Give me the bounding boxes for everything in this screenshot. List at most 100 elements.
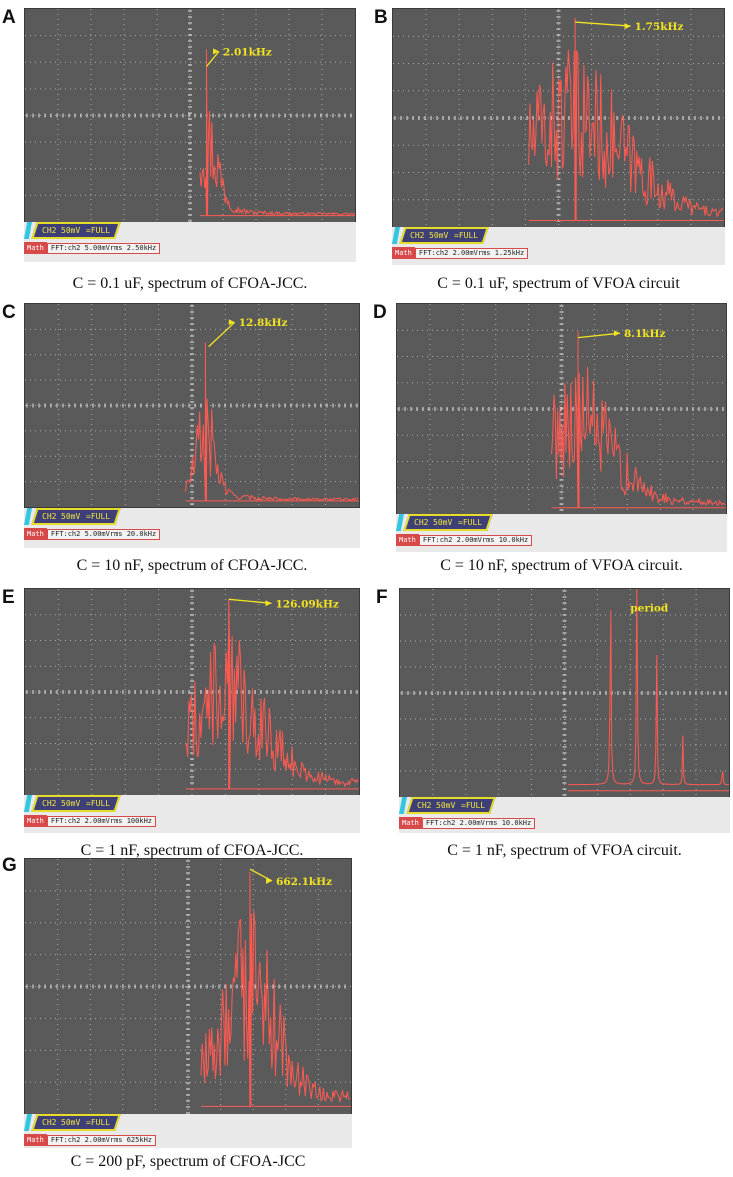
panel-letter: B: [374, 7, 388, 28]
math-settings: Math FFT:ch2 2.00mVrms 625kHz: [24, 1134, 157, 1146]
spectrum-trace: [528, 17, 724, 221]
panel-letter: F: [376, 587, 388, 608]
annotation-arrow-icon: [228, 598, 272, 604]
ch2-scale: 50mV: [61, 1118, 81, 1127]
math-label: Math: [396, 534, 419, 546]
spectrum-plot: 1.75kHz: [393, 9, 724, 227]
ch2-coupling: =FULL: [85, 1118, 110, 1127]
ch2-coupling: =FULL: [457, 518, 482, 527]
ch2-label: CH2: [42, 512, 57, 521]
ch2-scale: 50mV: [436, 801, 456, 810]
peak-annotation: 126.09kHz: [276, 598, 339, 610]
panel-letter: D: [373, 302, 387, 323]
ch2-label: CH2: [410, 231, 425, 240]
panel-caption: C = 10 nF, spectrum of CFOA-JCC.: [76, 557, 308, 574]
ch2-coupling: =FULL: [85, 512, 110, 521]
status-bar: CH2 50mV =FULL Math FFT:ch2 5.00mVrms 2.50…: [24, 222, 356, 262]
spectrum-plot: 126.09kHz: [25, 589, 359, 795]
panel-letter: A: [2, 7, 16, 28]
ch2-settings: CH2 50mV =FULL: [24, 795, 121, 812]
ch2-settings: CH2 50mV =FULL: [24, 222, 121, 239]
fft-settings: FFT:ch2 5.00mVrms 2.50kHz: [46, 242, 161, 254]
oscilloscope-screen: 12.8kHz: [24, 303, 360, 508]
math-label: Math: [24, 242, 47, 254]
spectrum-trace: [184, 599, 359, 789]
fft-settings: FFT:ch2 2.00mVrms 1.25kHz: [414, 247, 529, 259]
channel-marker-icon: [392, 227, 400, 244]
spectrum-trace: [551, 331, 726, 508]
panel-letter: E: [2, 587, 15, 608]
status-bar: CH2 50mV =FULL Math FFT:ch2 2.00mVrms 100k…: [24, 795, 360, 833]
math-label: Math: [24, 528, 47, 540]
math-settings: Math FFT:ch2 5.00mVrms 2.50kHz: [24, 242, 161, 254]
status-bar: CH2 50mV =FULL Math FFT:ch2 2.00mVrms 625k…: [24, 1114, 352, 1148]
oscilloscope-screen: 8.1kHz: [396, 303, 727, 515]
channel-marker-icon: [24, 1114, 32, 1131]
ch2-scale: 50mV: [433, 518, 453, 527]
fft-settings: FFT:ch2 2.00mVrms 625kHz: [46, 1134, 157, 1146]
ch2-coupling: =FULL: [85, 799, 110, 808]
oscilloscope-screen: period: [399, 588, 730, 798]
spectrum-trace: [567, 589, 729, 786]
channel-marker-icon: [24, 508, 32, 525]
status-bar: CH2 50mV =FULL Math FFT:ch2 5.00mVrms 20.0…: [24, 508, 360, 548]
spectrum-plot: 662.1kHz: [25, 859, 351, 1114]
math-settings: Math FFT:ch2 2.00mVrms 1.25kHz: [392, 247, 529, 259]
ch2-scale: 50mV: [429, 231, 449, 240]
ch2-label: CH2: [417, 801, 432, 810]
annotation-arrow-icon: [205, 50, 220, 67]
spectrum-trace: [199, 49, 355, 216]
ch2-settings: CH2 50mV =FULL: [396, 514, 493, 531]
spectrum-plot: 8.1kHz: [397, 304, 726, 514]
panel-caption: C = 200 pF, spectrum of CFOA-JCC: [70, 1153, 306, 1170]
spectrum-plot: 2.01kHz: [25, 9, 355, 222]
math-label: Math: [24, 1134, 47, 1146]
oscilloscope-screen: 126.09kHz: [24, 588, 360, 796]
ch2-coupling: =FULL: [460, 801, 485, 810]
spectrum-trace: [200, 871, 351, 1107]
panel-letter: C: [2, 302, 16, 323]
fft-settings: FFT:ch2 2.00mVrms 10.0kHz: [421, 817, 536, 829]
peak-annotation: period: [630, 603, 669, 615]
annotation-arrow-icon: [575, 21, 631, 27]
peak-annotation: 1.75kHz: [635, 21, 684, 33]
math-settings: Math FFT:ch2 2.00mVrms 100kHz: [24, 815, 157, 827]
channel-marker-icon: [24, 795, 32, 812]
ch2-coupling: =FULL: [453, 231, 478, 240]
panel-caption: C = 0.1 uF, spectrum of VFOA circuit: [437, 275, 680, 292]
ch2-label: CH2: [42, 1118, 57, 1127]
oscilloscope-screen: 2.01kHz: [24, 8, 356, 223]
ch2-coupling: =FULL: [85, 226, 110, 235]
panel-caption: C = 1 nF, spectrum of CFOA-JCC.: [80, 842, 304, 859]
math-label: Math: [392, 247, 415, 259]
panel-caption: C = 1 nF, spectrum of VFOA circuit.: [447, 842, 682, 859]
ch2-label: CH2: [42, 226, 57, 235]
ch2-scale: 50mV: [61, 512, 81, 521]
ch2-label: CH2: [414, 518, 429, 527]
fft-settings: FFT:ch2 2.00mVrms 10.0kHz: [418, 534, 533, 546]
ch2-scale: 50mV: [61, 226, 81, 235]
status-bar: CH2 50mV =FULL Math FFT:ch2 2.00mVrms 1.25…: [392, 227, 725, 265]
panel-letter: G: [2, 855, 17, 876]
channel-marker-icon: [399, 797, 407, 814]
fft-settings: FFT:ch2 2.00mVrms 100kHz: [46, 815, 157, 827]
ch2-settings: CH2 50mV =FULL: [392, 227, 489, 244]
ch2-settings: CH2 50mV =FULL: [399, 797, 496, 814]
math-settings: Math FFT:ch2 5.00mVrms 20.0kHz: [24, 528, 161, 540]
math-settings: Math FFT:ch2 2.00mVrms 10.0kHz: [396, 534, 533, 546]
panel-caption: C = 0.1 uF, spectrum of CFOA-JCC.: [72, 275, 308, 292]
ch2-settings: CH2 50mV =FULL: [24, 508, 121, 525]
annotation-arrow-icon: [577, 332, 621, 339]
status-bar: CH2 50mV =FULL Math FFT:ch2 2.00mVrms 10.0…: [396, 514, 727, 552]
channel-marker-icon: [396, 514, 404, 531]
ch2-scale: 50mV: [61, 799, 81, 808]
panel-caption: C = 10 nF, spectrum of VFOA circuit.: [440, 557, 683, 574]
oscilloscope-screen: 1.75kHz: [392, 8, 725, 228]
math-settings: Math FFT:ch2 2.00mVrms 10.0kHz: [399, 817, 536, 829]
annotation-arrow-icon: [208, 321, 236, 348]
spectrum-trace: [184, 342, 359, 501]
peak-annotation: 2.01kHz: [223, 46, 272, 58]
oscilloscope-screen: 662.1kHz: [24, 858, 352, 1115]
peak-annotation: 8.1kHz: [624, 328, 665, 340]
annotation-arrow-icon: [249, 868, 273, 882]
